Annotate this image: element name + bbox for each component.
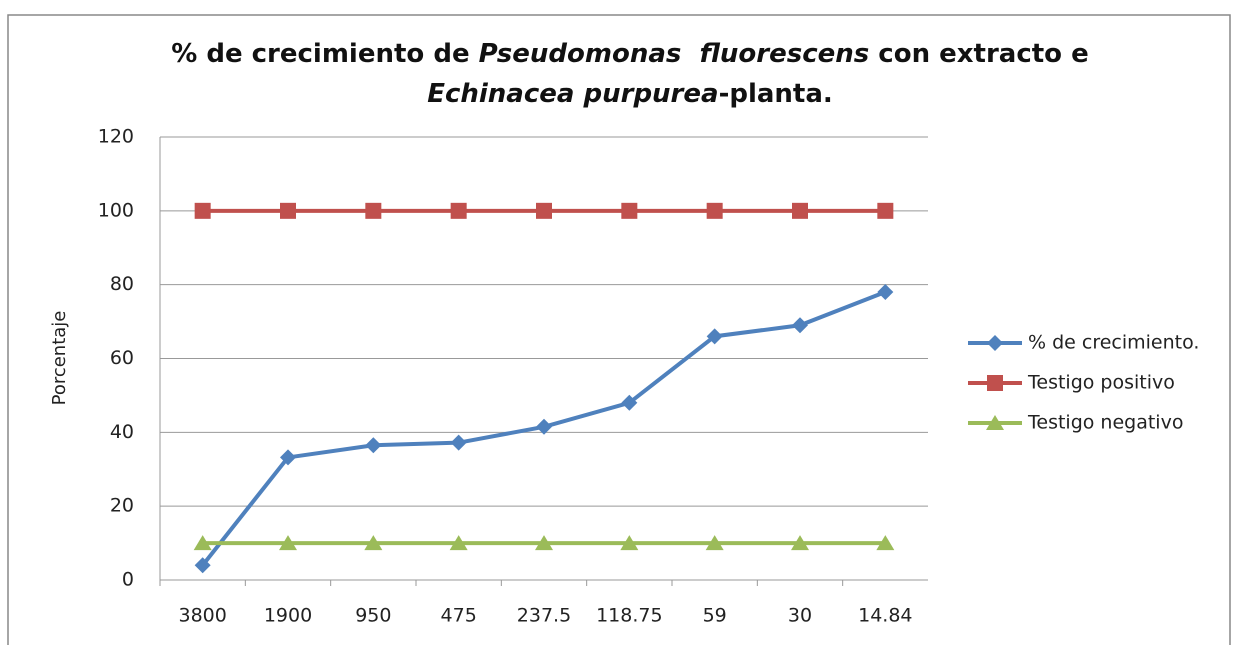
x-tick-label: 14.84 — [858, 605, 912, 627]
data-point — [536, 202, 552, 219]
data-point — [791, 535, 809, 551]
x-tick-label: 1900 — [264, 605, 312, 627]
data-point — [364, 535, 383, 551]
data-point — [620, 535, 639, 551]
legend-label: % de crecimiento. — [1028, 332, 1199, 354]
legend-marker — [987, 335, 1003, 351]
y-tick-label: 40 — [110, 421, 134, 443]
data-point — [621, 394, 638, 411]
title-run: Echinacea purpurea — [427, 79, 719, 109]
y-tick-label: 0 — [122, 569, 134, 591]
y-tick-label: 80 — [110, 273, 134, 295]
legend-label: Testigo positivo — [1027, 372, 1175, 394]
x-tick-label: 950 — [355, 605, 391, 627]
data-point — [193, 535, 212, 551]
legend-label: Testigo negativo — [1027, 412, 1183, 434]
title-run: -planta. — [718, 79, 833, 109]
chart-title: % de crecimiento de Pseudomonas fluoresc… — [140, 34, 1120, 114]
data-point — [279, 535, 297, 551]
x-tick-label: 59 — [703, 605, 727, 627]
data-point — [792, 317, 808, 334]
title-run: Pseudomonas fluorescens — [478, 39, 870, 69]
title-run: con extracto e — [869, 39, 1098, 69]
data-point — [280, 202, 296, 219]
x-tick-label: 475 — [441, 605, 477, 627]
data-point — [365, 437, 382, 454]
data-point — [792, 202, 808, 219]
x-tick-label: 3800 — [178, 605, 226, 627]
y-tick-label: 120 — [98, 126, 134, 148]
data-point — [450, 202, 467, 219]
y-tick-label: 100 — [98, 199, 134, 221]
data-point — [876, 535, 895, 551]
data-point — [194, 202, 211, 219]
data-point — [706, 202, 723, 219]
x-tick-label: 237.5 — [517, 605, 571, 627]
data-point — [280, 449, 296, 466]
data-point — [706, 328, 723, 345]
chart-border — [7, 14, 1231, 645]
data-point — [450, 434, 467, 451]
data-point — [194, 557, 211, 574]
y-axis-label: Porcentaje — [49, 311, 70, 406]
y-tick-label: 60 — [110, 347, 134, 369]
x-tick-label: 30 — [788, 605, 812, 627]
data-point — [877, 202, 894, 219]
legend-marker — [986, 415, 1004, 430]
title-run: % de crecimiento de — [171, 39, 479, 69]
data-point — [536, 418, 552, 435]
data-point — [877, 284, 894, 301]
x-tick-label: 118.75 — [596, 605, 662, 627]
data-point — [705, 535, 724, 551]
data-point — [535, 535, 553, 551]
data-point — [365, 202, 382, 219]
y-tick-label: 20 — [110, 495, 134, 517]
data-point — [449, 535, 468, 551]
data-point — [621, 202, 638, 219]
legend-marker — [987, 375, 1003, 391]
